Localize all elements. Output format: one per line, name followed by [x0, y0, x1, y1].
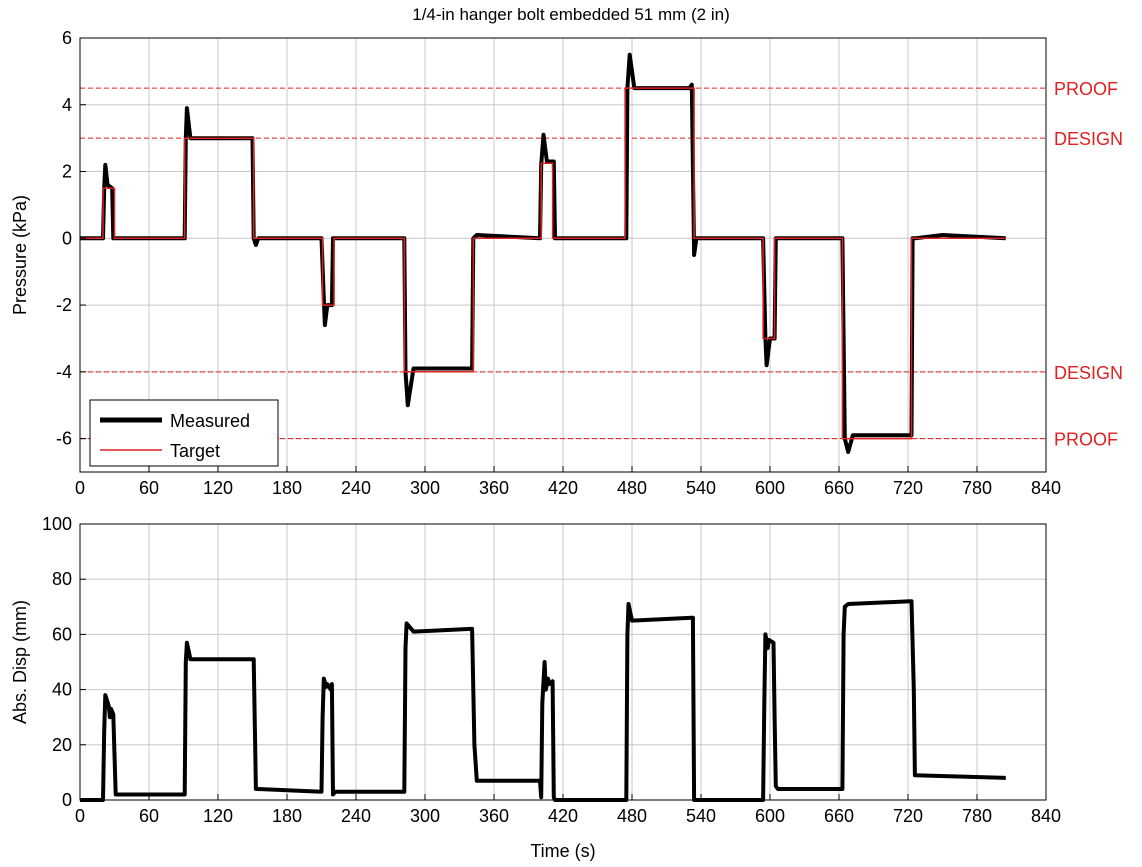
x-tick-label: 720: [893, 478, 923, 498]
displacement-series-line: [80, 599, 1006, 802]
displacement-series: [80, 599, 1006, 802]
y-tick-label: -6: [56, 429, 72, 449]
x-tick-label: 240: [341, 806, 371, 826]
reference-labels: PROOF DESIGN DESIGN PROOF: [1054, 79, 1123, 450]
x-tick-label: 0: [75, 478, 85, 498]
x-tick-label: 240: [341, 478, 371, 498]
x-tick-label: 120: [203, 806, 233, 826]
y-tick-label: 60: [52, 624, 72, 644]
x-tick-label: 300: [410, 478, 440, 498]
x-tick-label: 60: [139, 806, 159, 826]
pressure-panel: 0 60 120 180 240 300 360 420 480 540 600 660 720 780 8…: [10, 28, 1123, 498]
reference-label: DESIGN: [1054, 363, 1123, 383]
x-tick-label: 600: [755, 478, 785, 498]
y-tick-label: -4: [56, 362, 72, 382]
y-tick-label: 0: [62, 790, 72, 810]
x-tick-label: 840: [1031, 806, 1061, 826]
y-tick-label: 0: [62, 228, 72, 248]
x-tick-label: 540: [686, 806, 716, 826]
target-series-line: [80, 87, 1006, 440]
time-x-axis-label: Time (s): [530, 841, 595, 861]
reference-label: PROOF: [1054, 79, 1118, 99]
y-tick-label: 6: [62, 28, 72, 48]
y-tick-label: 20: [52, 735, 72, 755]
x-tick-label: 660: [824, 478, 854, 498]
displacement-panel: 0 60 120 180 240 300 360 420 480 540 600 660 720 780 8…: [10, 514, 1061, 861]
y-tick-label: -2: [56, 295, 72, 315]
x-tick-label: 780: [962, 478, 992, 498]
x-tick-label: 660: [824, 806, 854, 826]
y-tick-label: 80: [52, 569, 72, 589]
y-tick-label: 2: [62, 162, 72, 182]
y-tick-label: 100: [42, 514, 72, 534]
displacement-x-ticks: 0 60 120 180 240 300 360 420 480 540 600 660 720 780 8…: [75, 794, 1061, 826]
x-tick-label: 420: [548, 806, 578, 826]
x-tick-label: 720: [893, 806, 923, 826]
y-tick-label: 4: [62, 95, 72, 115]
pressure-y-ticks: -6 -4 -2 0 2 4 6: [56, 28, 86, 449]
x-tick-label: 120: [203, 478, 233, 498]
x-tick-label: 780: [962, 806, 992, 826]
x-tick-label: 480: [617, 478, 647, 498]
x-tick-label: 600: [755, 806, 785, 826]
displacement-y-ticks: 0 20 40 60 80 100: [42, 514, 86, 810]
legend-measured-label: Measured: [170, 411, 250, 431]
y-tick-label: 40: [52, 680, 72, 700]
pressure-x-ticks: 0 60 120 180 240 300 360 420 480 540 600 660 720 780 8…: [75, 466, 1061, 498]
displacement-y-axis-label: Abs. Disp (mm): [10, 600, 30, 724]
x-tick-label: 420: [548, 478, 578, 498]
reference-label: DESIGN: [1054, 129, 1123, 149]
x-tick-label: 180: [272, 478, 302, 498]
reference-label: PROOF: [1054, 430, 1118, 450]
x-tick-label: 540: [686, 478, 716, 498]
legend: Measured Target: [89, 399, 279, 467]
pressure-series: [80, 52, 1006, 454]
legend-box: [89, 399, 279, 467]
x-tick-label: 360: [479, 806, 509, 826]
legend-target-label: Target: [170, 441, 220, 461]
x-tick-label: 0: [75, 806, 85, 826]
x-tick-label: 840: [1031, 478, 1061, 498]
x-tick-label: 480: [617, 806, 647, 826]
measured-series-line: [80, 52, 1006, 454]
chart-title: 1/4-in hanger bolt embedded 51 mm (2 in): [412, 5, 730, 24]
displacement-grid: [79, 523, 1047, 801]
pressure-y-axis-label: Pressure (kPa): [10, 195, 30, 315]
x-tick-label: 60: [139, 478, 159, 498]
x-tick-label: 300: [410, 806, 440, 826]
x-tick-label: 360: [479, 478, 509, 498]
x-tick-label: 180: [272, 806, 302, 826]
